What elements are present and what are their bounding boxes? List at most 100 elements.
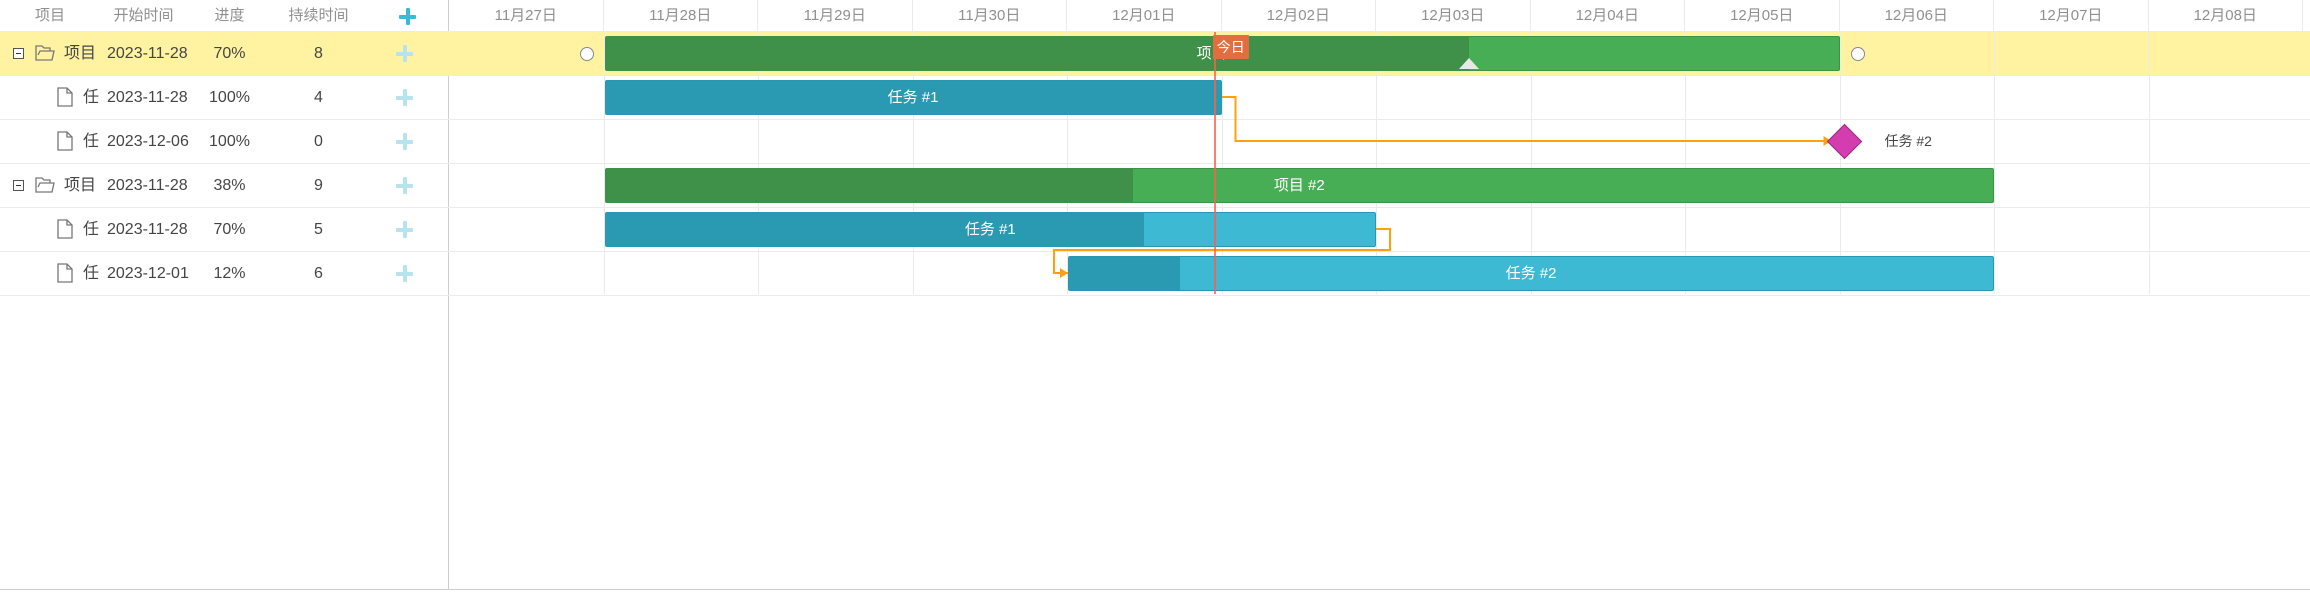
- scale-date: 12月04日: [1531, 0, 1685, 31]
- scale-date: 12月05日: [1685, 0, 1840, 31]
- project-row[interactable]: 项目 2023-11-28 70% 8: [0, 32, 449, 76]
- add-subtask-button[interactable]: [396, 221, 418, 238]
- project-bar[interactable]: 项目 #2: [604, 168, 1994, 203]
- file-icon: [57, 131, 73, 151]
- folder-icon: [35, 177, 55, 193]
- task-name: 项目: [64, 45, 97, 62]
- task-row[interactable]: 任 2023-12-06 100% 0: [0, 120, 449, 164]
- progress-value: 100%: [209, 133, 250, 150]
- scale-date: 12月08日: [2149, 0, 2303, 31]
- task-row[interactable]: 任 2023-11-28 70% 5: [0, 208, 449, 252]
- file-icon: [57, 263, 73, 283]
- duration-value: 8: [314, 45, 323, 62]
- duration-value: 5: [314, 221, 323, 238]
- today-label: 今日: [1212, 35, 1249, 59]
- plus-icon: [398, 7, 416, 25]
- add-subtask-button[interactable]: [396, 133, 418, 150]
- start-date: 2023-11-28: [107, 89, 188, 106]
- progress-value: 100%: [209, 89, 250, 106]
- task-name: 任: [83, 133, 100, 150]
- link-start-handle[interactable]: [579, 47, 594, 61]
- start-date: 2023-12-01: [107, 265, 189, 282]
- add-task-header-button[interactable]: [365, 0, 449, 31]
- add-subtask-button[interactable]: [396, 89, 418, 106]
- progress-value: 38%: [213, 177, 246, 194]
- bottom-border: [0, 589, 2310, 590]
- file-icon: [57, 87, 73, 107]
- plus-icon: [396, 133, 413, 150]
- start-date: 2023-11-28: [107, 45, 188, 62]
- task-name: 任: [83, 89, 100, 106]
- scale-date: 12月03日: [1376, 0, 1531, 31]
- start-date: 2023-11-28: [107, 221, 188, 238]
- progress-fill: [605, 213, 1145, 246]
- task-row[interactable]: 任 2023-11-28 100% 4: [0, 76, 449, 120]
- bar-label: 任务 #1: [964, 221, 1016, 238]
- scale-date: 12月06日: [1840, 0, 1994, 31]
- add-subtask-button[interactable]: [396, 177, 418, 194]
- row-gridline: [449, 207, 2310, 208]
- link-arrow: [1060, 268, 1068, 278]
- collapse-toggle[interactable]: [13, 180, 24, 191]
- row-gridline: [449, 295, 2310, 296]
- add-subtask-button[interactable]: [396, 45, 418, 62]
- scale-date: 11月29日: [758, 0, 913, 31]
- start-date: 2023-12-06: [107, 133, 189, 150]
- bar-label: 任务 #2: [1505, 265, 1557, 282]
- task-bar[interactable]: 任务 #1: [604, 80, 1222, 115]
- start-date: 2023-11-28: [107, 177, 188, 194]
- scale-date: 11月28日: [604, 0, 758, 31]
- column-header-progress[interactable]: 进度: [214, 7, 245, 24]
- scale-date: 12月07日: [1994, 0, 2149, 31]
- progress-fill: [605, 37, 1469, 70]
- plus-icon: [396, 89, 413, 106]
- gantt-chart: 11月27日 11月28日 11月29日 11月30日 12月01日 12月02日 12月0…: [449, 0, 2310, 590]
- column-header-text[interactable]: 项目: [34, 7, 65, 24]
- dependency-links: [1053, 96, 1832, 278]
- progress-value: 70%: [213, 221, 246, 238]
- scale-date: 12月02日: [1222, 0, 1376, 31]
- plus-icon: [396, 45, 413, 62]
- task-bar[interactable]: 任务 #1: [604, 212, 1376, 247]
- duration-value: 6: [314, 265, 323, 282]
- progress-fill: [1069, 257, 1180, 290]
- file-icon: [57, 219, 73, 239]
- plus-icon: [396, 221, 413, 238]
- project-row[interactable]: 项目 2023-11-28 38% 9: [0, 164, 449, 208]
- add-subtask-button[interactable]: [396, 265, 418, 282]
- row-gridline: [449, 163, 2310, 164]
- column-header-start[interactable]: 开始时间: [113, 7, 174, 24]
- duration-value: 0: [314, 133, 323, 150]
- progress-fill: [605, 169, 1133, 202]
- plus-icon: [396, 265, 413, 282]
- progress-value: 12%: [213, 265, 246, 282]
- link-task1-milestone[interactable]: [1221, 96, 1832, 142]
- column-header-duration[interactable]: 持续时间: [288, 7, 349, 24]
- scale-date: 11月30日: [913, 0, 1067, 31]
- task-grid: 项目 开始时间 进度 持续时间 项目 2023-11-28 70% 8 任 2023-11…: [0, 0, 449, 590]
- bar-label: 项目 #2: [1273, 177, 1325, 194]
- task-name: 任: [83, 221, 100, 238]
- duration-value: 4: [314, 89, 323, 106]
- task-row[interactable]: 任 2023-12-01 12% 6: [0, 252, 449, 296]
- today-marker: [1213, 32, 1216, 294]
- grid-header: 项目 开始时间 进度 持续时间: [0, 0, 449, 32]
- scale-date: 11月27日: [449, 0, 604, 31]
- bar-label: 任务 #1: [887, 89, 939, 106]
- link-end-handle[interactable]: [1850, 47, 1865, 61]
- scale-divider: [449, 31, 2310, 32]
- collapse-toggle[interactable]: [13, 48, 24, 59]
- row-gridline: [449, 75, 2310, 76]
- task-bar[interactable]: 任务 #2: [1068, 256, 1994, 291]
- duration-value: 9: [314, 177, 323, 194]
- link-task1-task2[interactable]: [1053, 228, 1391, 274]
- folder-icon: [35, 45, 55, 61]
- plus-icon: [396, 177, 413, 194]
- progress-value: 70%: [213, 45, 246, 62]
- task-name: 项目: [64, 177, 97, 194]
- row-gridline: [449, 251, 2310, 252]
- progress-drag-handle[interactable]: [1459, 58, 1479, 69]
- scale-date: 12月01日: [1067, 0, 1222, 31]
- task-name: 任: [83, 265, 100, 282]
- row-gridline: [449, 119, 2310, 120]
